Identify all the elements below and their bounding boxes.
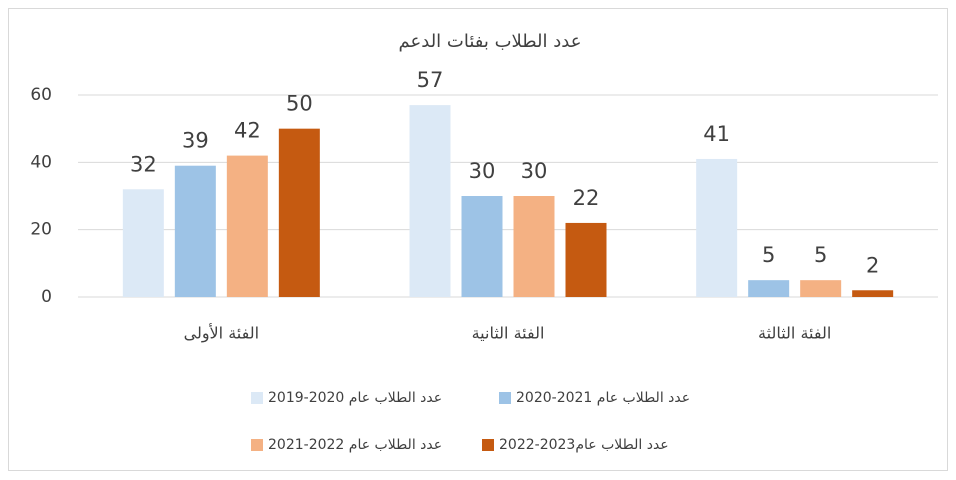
- data-label: 42: [234, 119, 261, 143]
- bar: [122, 189, 164, 297]
- data-label: 39: [182, 129, 209, 153]
- data-label: 32: [130, 152, 157, 176]
- chart-title: عدد الطلاب بفئات الدعم: [399, 31, 582, 52]
- data-label: 57: [417, 68, 444, 92]
- legend-label: عدد الطلاب عام2023-2022: [499, 437, 669, 453]
- bar: [748, 280, 790, 297]
- y-tick-label: 60: [30, 85, 52, 105]
- legend-swatch: [482, 439, 494, 451]
- data-label: 5: [762, 243, 775, 267]
- x-tick-label: الفئة الثالثة: [758, 324, 831, 343]
- data-label: 5: [814, 243, 827, 267]
- data-label: 41: [703, 122, 730, 146]
- data-label: 50: [286, 92, 313, 116]
- legend-label: عدد الطلاب عام 2021-2020: [516, 390, 690, 406]
- bar: [461, 196, 503, 297]
- bar: [409, 105, 451, 297]
- bar: [174, 165, 216, 297]
- bar: [696, 158, 738, 297]
- legend-label: عدد الطلاب عام 2020-2019: [268, 390, 442, 406]
- bar: [800, 280, 842, 297]
- bar: [513, 196, 555, 297]
- data-label: 2: [866, 253, 879, 277]
- x-tick-label: الفئة الأولى: [184, 323, 259, 344]
- x-tick-label: الفئة الثانية: [472, 324, 545, 343]
- data-label: 30: [469, 159, 496, 183]
- legend-swatch: [251, 392, 263, 404]
- legend-label: عدد الطلاب عام 2022-2021: [268, 437, 442, 453]
- legend-swatch: [251, 439, 263, 451]
- y-tick-label: 40: [30, 152, 52, 172]
- bar: [565, 222, 607, 297]
- data-label: 30: [521, 159, 548, 183]
- bar: [278, 128, 320, 297]
- bar: [226, 155, 268, 297]
- bar: [852, 290, 894, 297]
- y-tick-label: 20: [30, 220, 52, 240]
- data-label: 22: [573, 186, 600, 210]
- legend-swatch: [499, 392, 511, 404]
- y-tick-label: 0: [41, 287, 52, 307]
